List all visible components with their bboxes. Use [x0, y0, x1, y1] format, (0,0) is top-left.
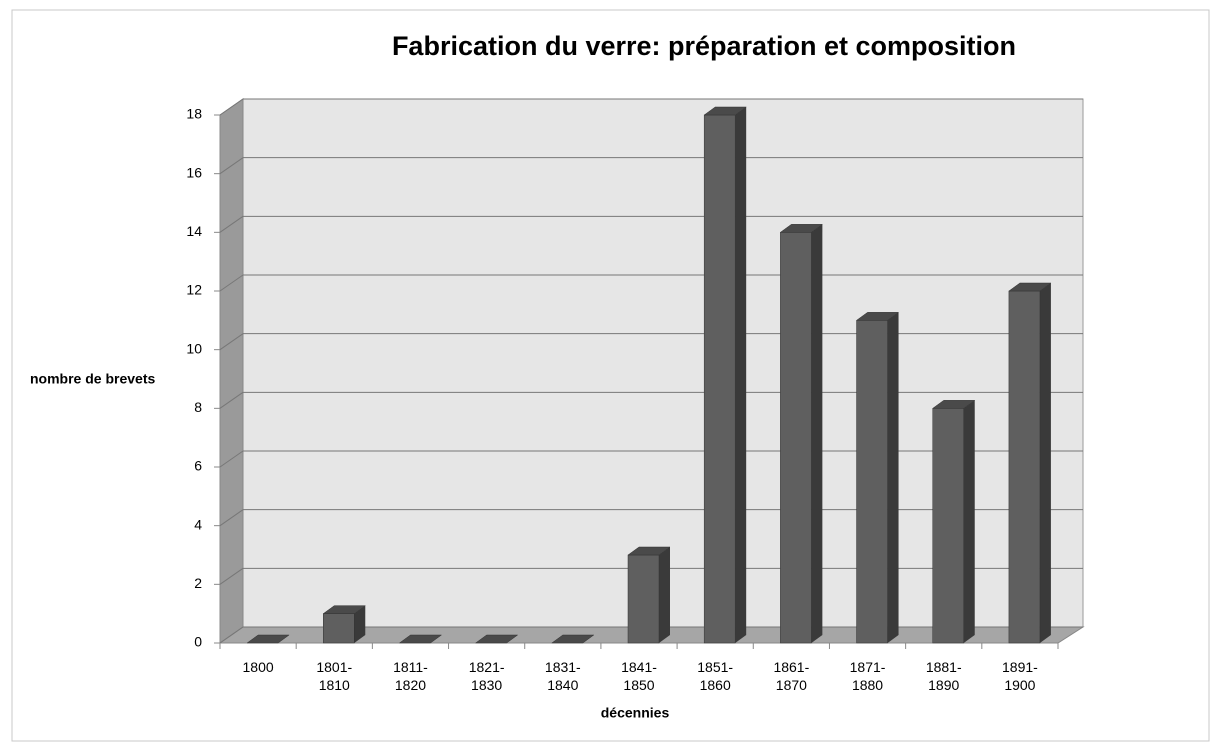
y-tick-label: 8: [194, 399, 202, 415]
x-tick-label: 1800: [242, 659, 274, 675]
grid-line: [219, 274, 244, 292]
bar: [703, 114, 736, 644]
grid-line: [219, 333, 244, 351]
grid-line: [219, 98, 244, 116]
grid-line: [219, 450, 244, 468]
bar-top: [398, 634, 443, 644]
bar-side: [735, 107, 747, 643]
y-tick-label: 12: [186, 282, 202, 298]
x-axis-label: décennies: [601, 705, 670, 721]
x-tick-label: 1811-1820: [393, 659, 428, 693]
y-tick-label: 14: [186, 223, 202, 239]
side-wall: [219, 98, 244, 644]
y-axis-label: nombre de brevets: [30, 371, 155, 387]
x-tick-label: 1861-1870: [773, 659, 810, 693]
grid-line: [219, 391, 244, 409]
bar-top: [627, 546, 671, 556]
bar-top: [931, 400, 976, 409]
grid-line: [219, 567, 244, 585]
bar-top: [1008, 282, 1052, 292]
y-tick-label: 4: [194, 516, 202, 532]
grid-line: [219, 157, 244, 175]
x-tick-label: 1871-1880: [849, 659, 886, 693]
x-tick-label: 1801-1810: [316, 659, 353, 693]
bar-top: [246, 634, 290, 644]
bar-side: [811, 224, 823, 644]
bar-top: [551, 634, 595, 644]
bar: [627, 554, 660, 644]
bar-top: [474, 634, 519, 644]
bar: [323, 613, 355, 644]
bar-side: [887, 312, 899, 643]
chart-title: Fabrication du verre: préparation et com…: [392, 31, 1016, 61]
x-tick-label: 1821-1830: [468, 659, 505, 693]
x-tick-label: 1881-1890: [925, 659, 962, 693]
grid-line: [219, 509, 244, 527]
bar-top: [855, 312, 900, 321]
bar-side: [659, 547, 670, 643]
x-tick-label: 1841-1850: [621, 659, 657, 693]
bar: [932, 408, 964, 644]
y-tick-label: 16: [186, 164, 202, 180]
bar-top: [322, 605, 367, 614]
bar: [1008, 290, 1041, 644]
y-tick-label: 18: [186, 106, 202, 122]
y-tick-label: 6: [194, 458, 202, 474]
y-tick-label: 2: [194, 575, 202, 591]
bar-side: [1039, 283, 1051, 643]
bar-side: [354, 605, 366, 643]
y-tick-label: 0: [194, 634, 202, 650]
x-tick-label: 1851-1860: [697, 659, 734, 693]
grid-line: [219, 626, 244, 644]
bar-top: [703, 106, 747, 116]
bar: [780, 232, 812, 644]
x-tick-label: 1831-1840: [544, 659, 581, 693]
bar: [856, 320, 888, 644]
bar-top: [779, 224, 824, 233]
grid-line: [219, 215, 244, 233]
bar-side: [963, 400, 975, 643]
x-tick-label: 1891-1900: [1002, 659, 1038, 693]
y-tick-label: 10: [186, 340, 202, 356]
